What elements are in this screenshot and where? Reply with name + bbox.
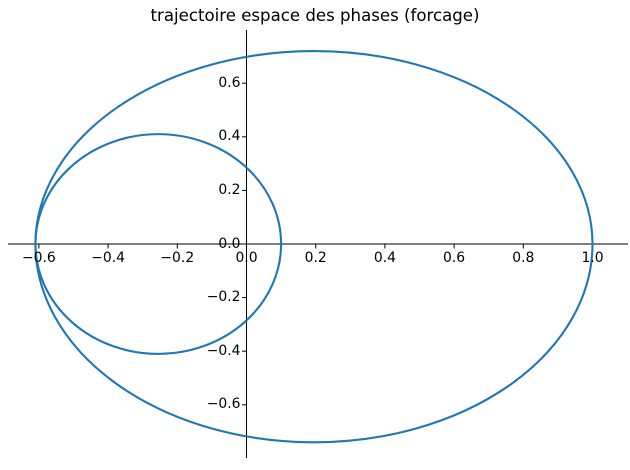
y-tick-label: 0.6 (218, 74, 241, 91)
trajectory-outer-loop (34, 50, 594, 444)
x-tick-label: 0.4 (373, 249, 396, 266)
x-tick-label: 0.0 (235, 249, 258, 266)
y-tick-label: −0.2 (206, 289, 241, 306)
x-tick-label: −0.6 (22, 249, 56, 266)
plot-title: trajectoire espace des phases (forcage) (150, 6, 480, 25)
x-tick-label: 0.6 (443, 249, 466, 266)
x-tick-label: 0.2 (304, 249, 327, 266)
x-tick-label: −0.2 (160, 249, 195, 266)
y-tick-label: −0.4 (206, 342, 241, 359)
y-tick-label: 0.0 (218, 235, 241, 252)
y-tick-label: 0.4 (218, 128, 241, 145)
y-tick-label: 0.2 (218, 181, 241, 198)
trajectory-inner-loop (34, 133, 283, 355)
x-tick-label: −0.4 (91, 249, 125, 266)
x-tick-label: 0.8 (512, 249, 535, 266)
y-tick-label: −0.6 (206, 396, 241, 413)
x-tick-label: 1.0 (581, 249, 604, 266)
